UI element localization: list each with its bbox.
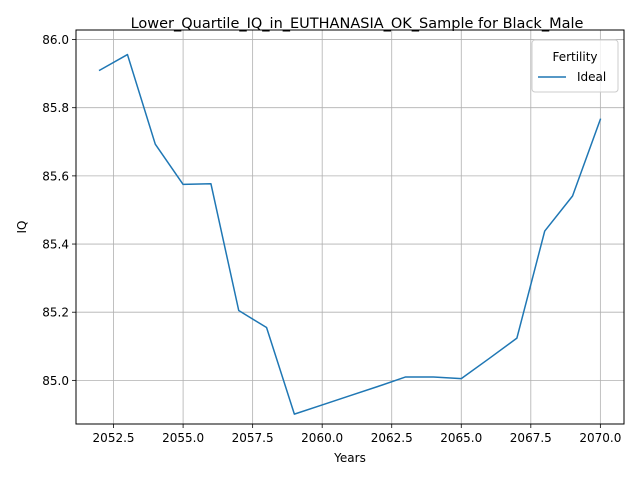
grid xyxy=(76,30,624,424)
legend: Fertility Ideal xyxy=(531,39,619,93)
legend-label-ideal: Ideal xyxy=(577,70,606,84)
x-tick-label: 2055.0 xyxy=(162,431,204,445)
y-axis-label: IQ xyxy=(15,221,29,234)
y-tick-label: 86.0 xyxy=(42,33,69,47)
x-tick-label: 2062.5 xyxy=(371,431,413,445)
y-tick-label: 85.8 xyxy=(42,101,69,115)
x-tick-label: 2060.0 xyxy=(301,431,343,445)
x-tick-label: 2057.5 xyxy=(232,431,274,445)
y-tick-label: 85.2 xyxy=(42,306,69,320)
y-tick-label: 85.0 xyxy=(42,374,69,388)
x-axis: 2052.5 2055.0 2057.5 2060.0 2062.5 2065.0 2067… xyxy=(93,424,621,445)
x-tick-label: 2067.5 xyxy=(510,431,552,445)
plot-frame xyxy=(75,29,625,425)
chart-title: Lower_Quartile_IQ_in_EUTHANASIA_OK_Sampl… xyxy=(131,16,584,32)
y-tick-label: 85.6 xyxy=(42,169,69,183)
legend-box xyxy=(531,39,619,93)
x-tick-label: 2070.0 xyxy=(579,431,621,445)
series-line-ideal xyxy=(98,53,602,415)
x-axis-label: Years xyxy=(333,451,366,465)
legend-title: Fertility xyxy=(552,50,597,64)
x-tick-label: 2052.5 xyxy=(93,431,135,445)
y-axis: 85.0 85.2 85.4 85.6 85.8 86.0 xyxy=(42,33,76,388)
series-layer xyxy=(98,53,602,415)
y-tick-label: 85.4 xyxy=(42,238,69,252)
x-tick-label: 2065.0 xyxy=(440,431,482,445)
